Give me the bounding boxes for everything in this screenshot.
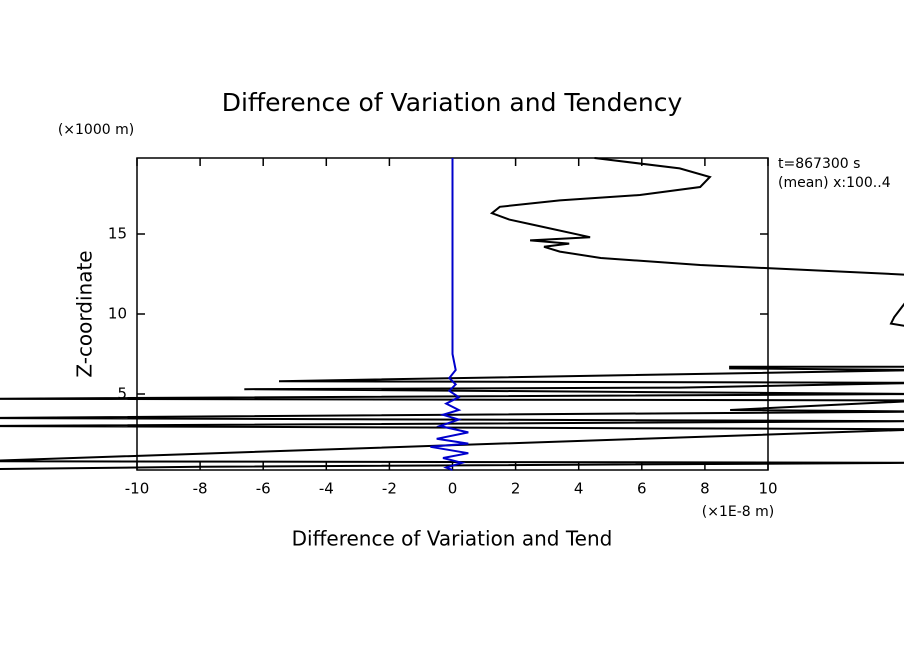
x-tick-label: 10 bbox=[758, 480, 777, 498]
x-tick-label: -10 bbox=[125, 480, 150, 498]
annotation: t=867300 s bbox=[778, 156, 860, 172]
annotation: (mean) x:100..4 bbox=[778, 175, 891, 191]
x-tick-label: 0 bbox=[448, 480, 458, 498]
x-axis-label: Difference of Variation and Tend bbox=[292, 527, 613, 551]
x-tick-label: 6 bbox=[637, 480, 647, 498]
chart-title: Difference of Variation and Tendency bbox=[222, 88, 683, 117]
y-axis-label: Z-coordinate bbox=[73, 250, 97, 377]
series-line bbox=[0, 157, 904, 470]
x-unit: (×1E-8 m) bbox=[702, 504, 774, 520]
x-tick-label: -8 bbox=[193, 480, 208, 498]
y-unit: (×1000 m) bbox=[58, 122, 134, 138]
y-tick-label: 10 bbox=[108, 305, 127, 323]
x-tick-label: 8 bbox=[700, 480, 710, 498]
x-tick-label: -6 bbox=[256, 480, 271, 498]
x-tick-label: 4 bbox=[574, 480, 584, 498]
x-tick-label: -2 bbox=[382, 480, 397, 498]
y-tick-label: 5 bbox=[117, 385, 127, 403]
series-line bbox=[430, 158, 469, 471]
y-tick-label: 15 bbox=[108, 225, 127, 243]
x-tick-label: 2 bbox=[511, 480, 521, 498]
x-tick-label: -4 bbox=[319, 480, 334, 498]
